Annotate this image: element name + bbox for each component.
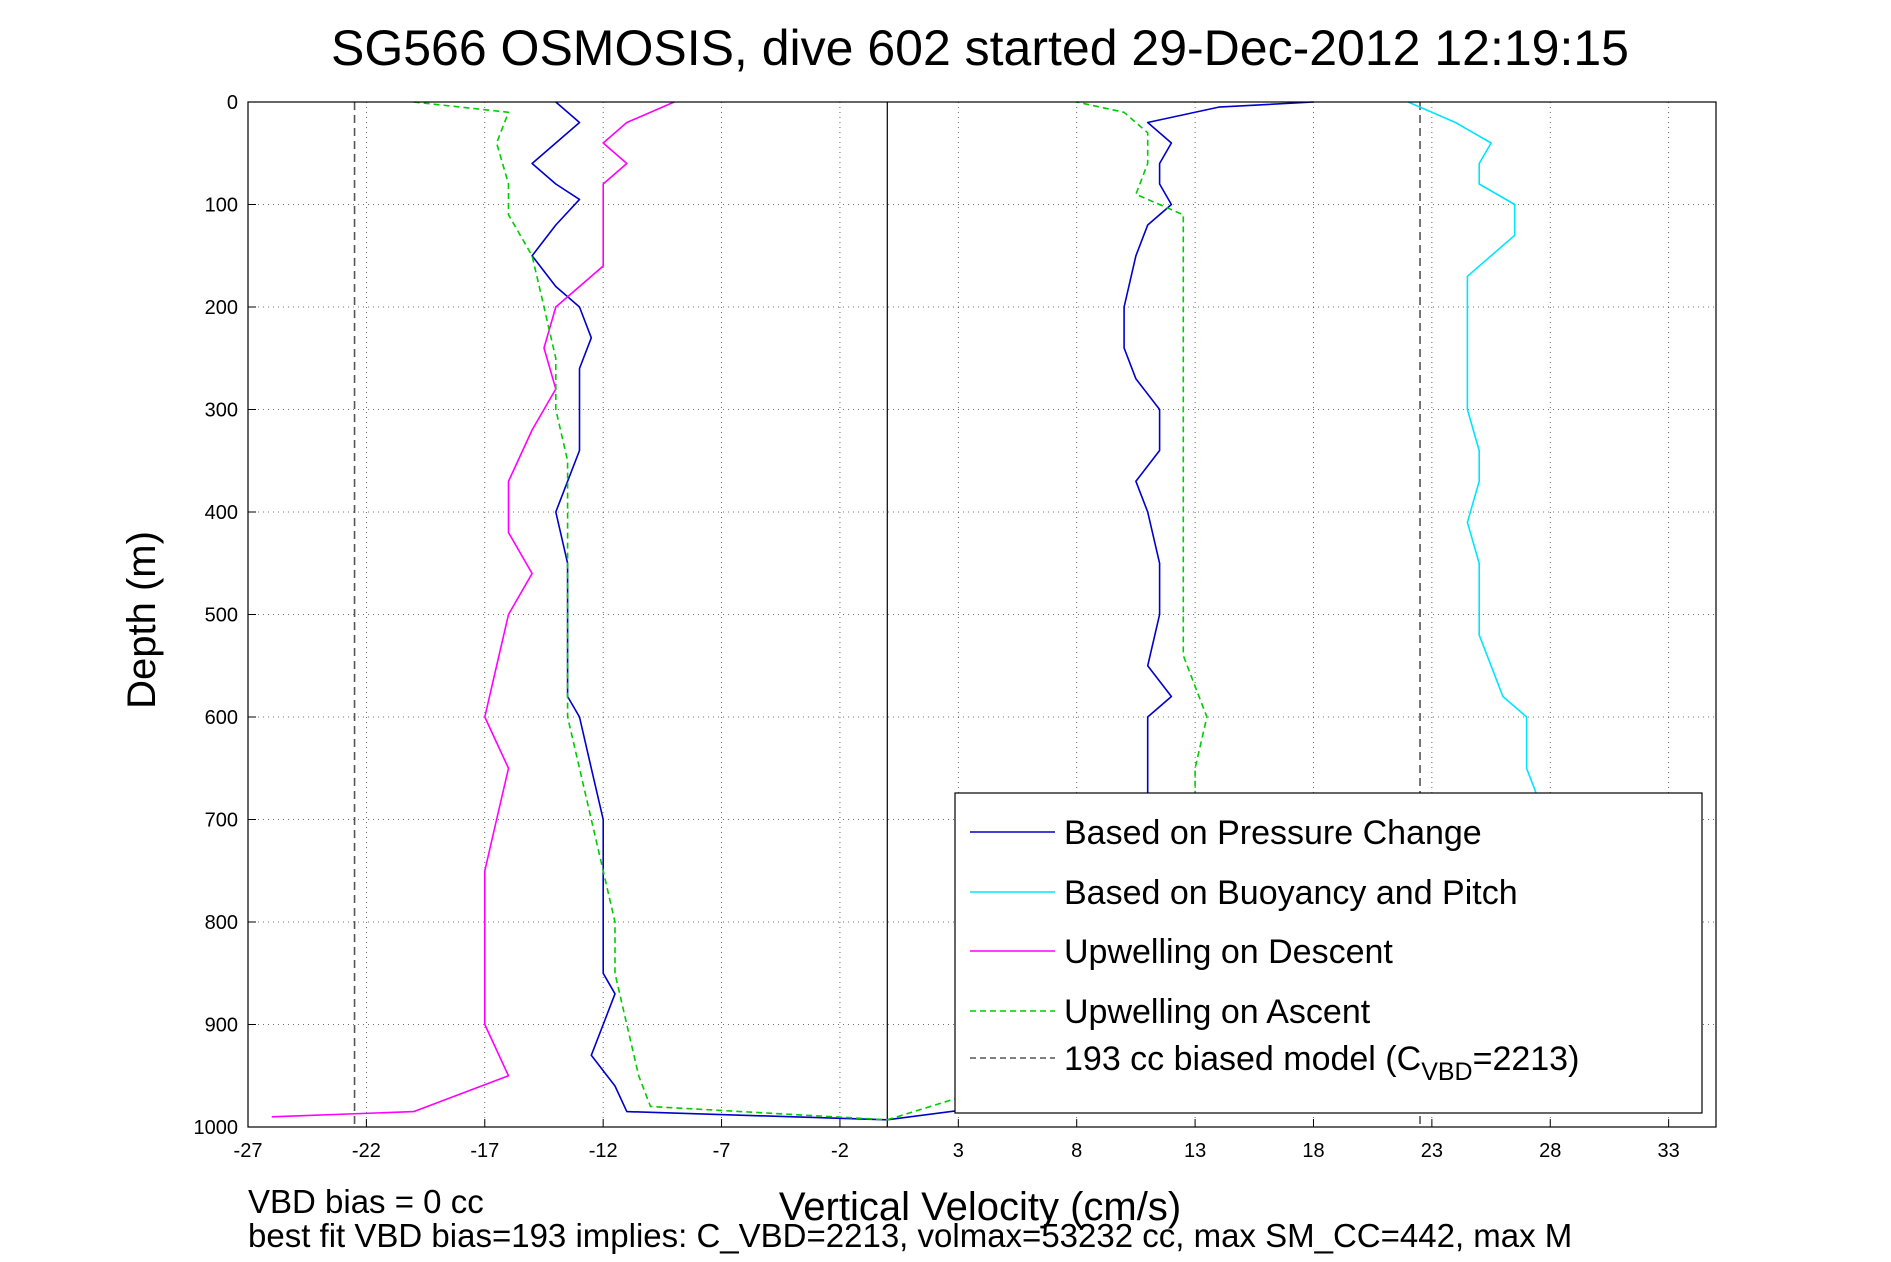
x-axis-label: Vertical Velocity (cm/s) xyxy=(779,1185,1181,1229)
y-tick-label: 1000 xyxy=(194,1117,239,1139)
x-tick-labels: -27 -22 -17 -12 -7 -2 3 8 13 18 23 28 33 xyxy=(234,1119,1680,1162)
x-tick-label: 23 xyxy=(1421,1140,1443,1162)
x-tick-label: 33 xyxy=(1658,1140,1680,1162)
x-tick-label: 13 xyxy=(1184,1140,1206,1162)
x-tick-label: -2 xyxy=(831,1140,849,1162)
based-on-pressure-change-descent-line xyxy=(531,101,888,1121)
chart-title: SG566 OSMOSIS, dive 602 started 29-Dec-2… xyxy=(331,20,1629,76)
x-tick-label: 28 xyxy=(1539,1140,1561,1162)
x-tick-label: -17 xyxy=(470,1140,499,1162)
x-tick-label: -12 xyxy=(589,1140,618,1162)
legend-label: Based on Pressure Change xyxy=(1064,814,1482,852)
footnote-best-fit: best fit VBD bias=193 implies: C_VBD=221… xyxy=(248,1217,1572,1254)
x-tick-label: -7 xyxy=(713,1140,731,1162)
y-tick-label: 700 xyxy=(205,810,238,832)
based-on-buoyancy-and-pitch-line xyxy=(1407,101,1540,800)
y-tick-label: 100 xyxy=(205,195,238,217)
y-tick-label: 600 xyxy=(205,707,238,729)
x-tick-label: 3 xyxy=(953,1140,964,1162)
upwelling-on-ascent-descent-line xyxy=(413,101,888,1121)
y-tick-label: 0 xyxy=(227,92,238,114)
legend-label: Upwelling on Ascent xyxy=(1064,993,1371,1031)
reference-lines xyxy=(353,102,1421,1127)
x-tick-label: 18 xyxy=(1302,1140,1324,1162)
y-tick-label: 900 xyxy=(205,1015,238,1037)
legend: Based on Pressure Change Based on Buoyanc… xyxy=(954,792,1703,1114)
legend-label: 193 cc biased model (CVBD=2213) xyxy=(1064,1040,1579,1086)
y-tick-label: 200 xyxy=(205,297,238,319)
y-tick-label: 800 xyxy=(205,912,238,934)
y-tick-label: 500 xyxy=(205,605,238,627)
x-tick-label: -27 xyxy=(234,1140,263,1162)
y-tick-label: 300 xyxy=(205,400,238,422)
y-tick-label: 400 xyxy=(205,502,238,524)
upwelling-on-descent-line xyxy=(271,101,675,1118)
legend-box xyxy=(954,792,1703,1114)
y-tick-labels: 0 100 200 300 400 500 600 700 800 900 1000 xyxy=(194,92,256,1139)
footnote-vbd-bias: VBD bias = 0 cc xyxy=(248,1183,484,1220)
x-tick-label: 8 xyxy=(1071,1140,1082,1162)
legend-label: Based on Buoyancy and Pitch xyxy=(1064,874,1518,912)
legend-label: Upwelling on Descent xyxy=(1064,933,1393,971)
y-axis-label: Depth (m) xyxy=(120,531,164,709)
grid-lines xyxy=(247,101,1716,1128)
x-tick-label: -22 xyxy=(352,1140,381,1162)
